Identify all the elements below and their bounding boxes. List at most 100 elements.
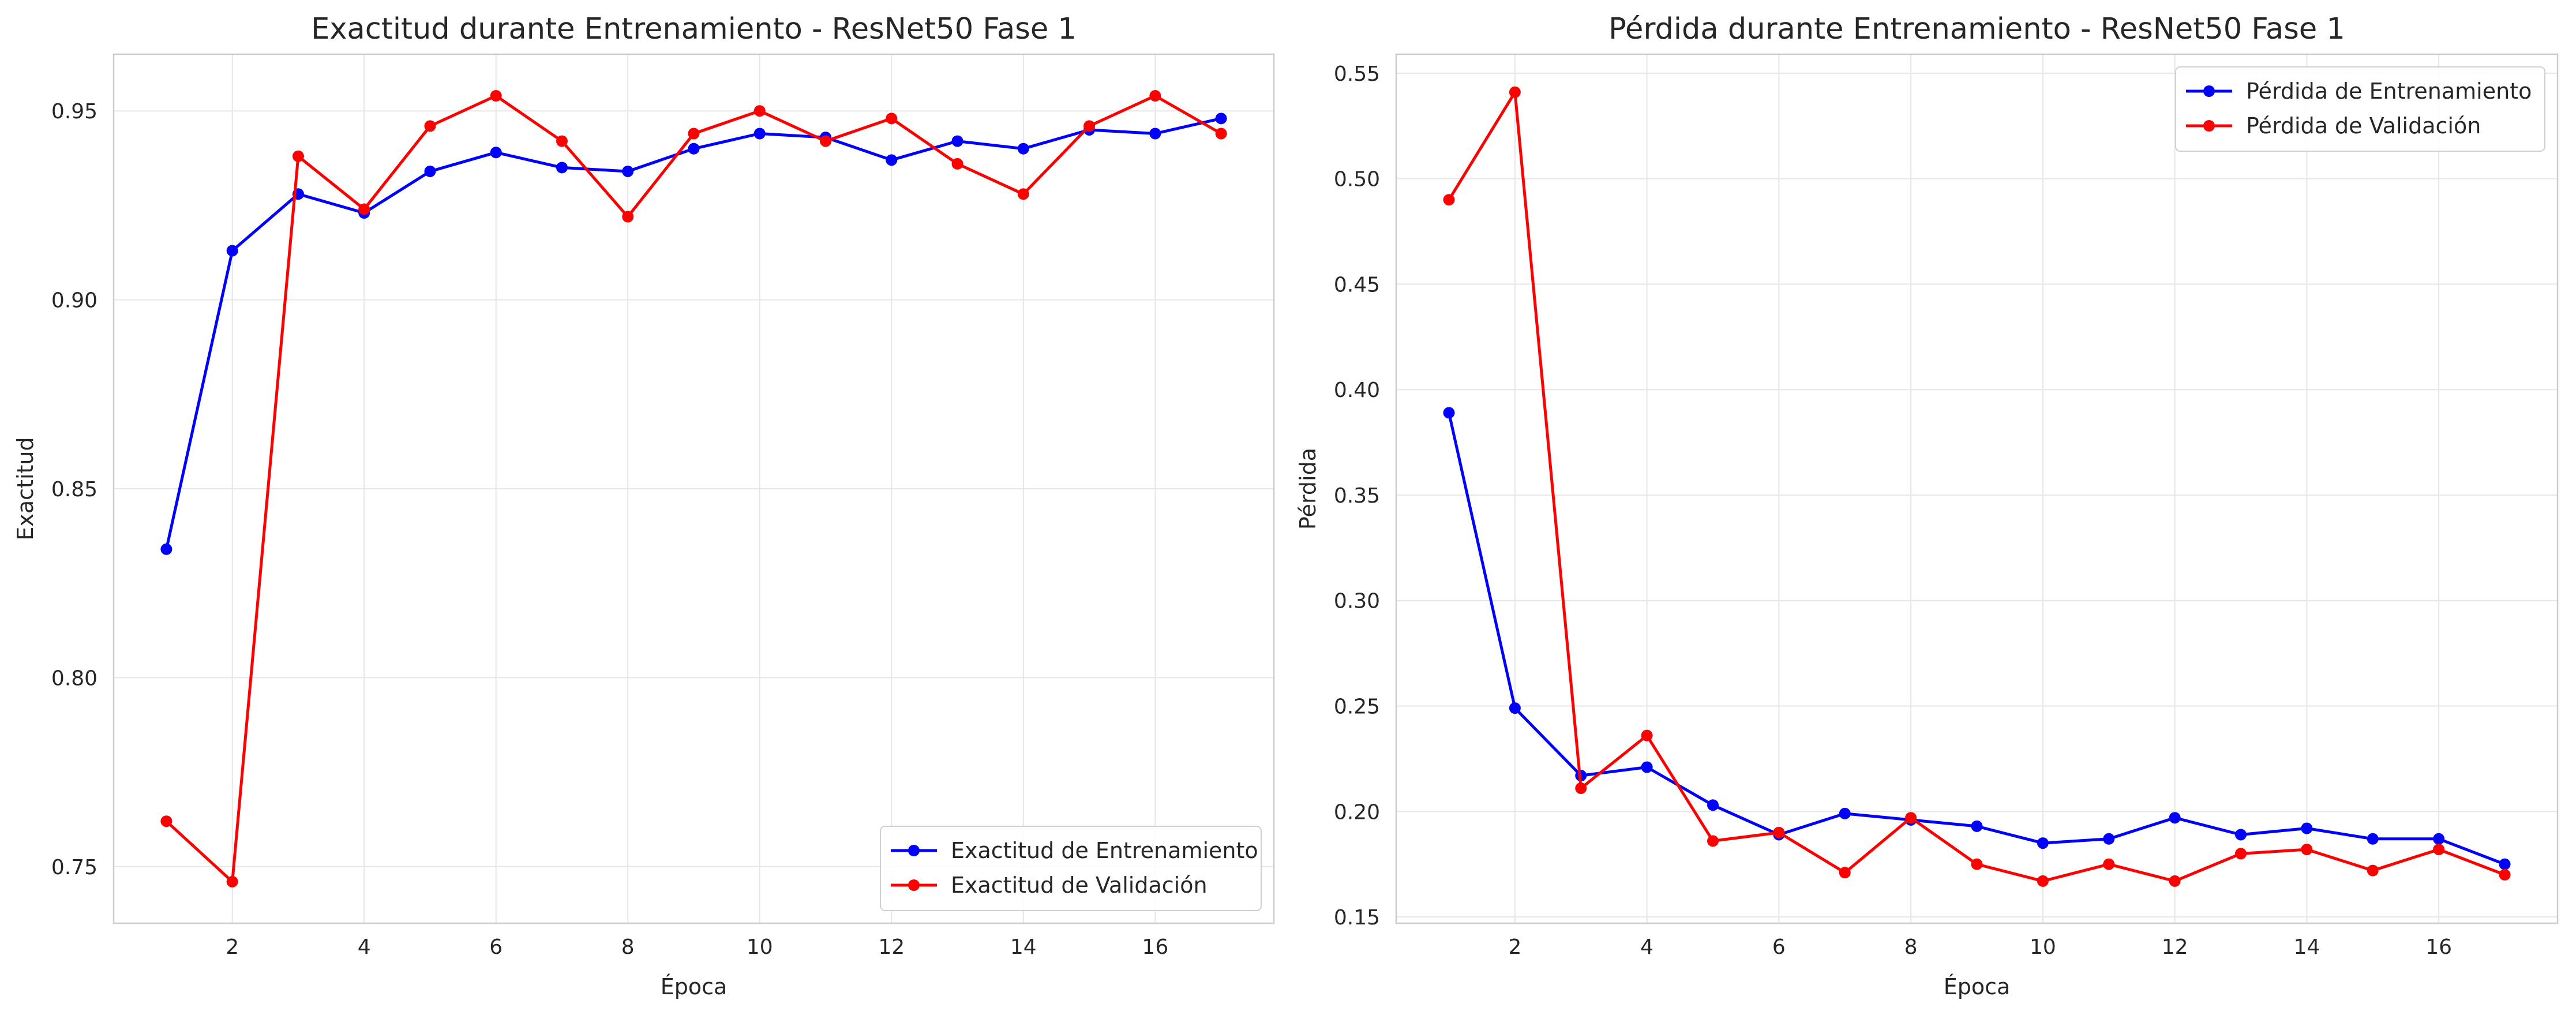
data-point (1641, 761, 1653, 773)
chart-accuracy: 2 4 6 8 10 12 14 16 0.75 0.80 0.85 0.90 0.95 Exactitu… (13, 12, 1275, 999)
data-point (1839, 867, 1851, 879)
series-validation (1443, 86, 2511, 887)
data-point (160, 543, 173, 555)
data-point (951, 135, 963, 147)
data-point (1443, 407, 1455, 419)
y-tick-label: 0.85 (51, 478, 98, 501)
data-point (2433, 833, 2445, 845)
data-point (753, 128, 766, 140)
x-tick-label: 12 (2162, 935, 2188, 959)
y-axis-label: Pérdida (1295, 448, 1321, 530)
data-point (820, 135, 832, 147)
y-tick-label: 0.35 (1334, 484, 1380, 508)
legend-box (2175, 66, 2545, 152)
data-point (1509, 86, 1521, 98)
data-point (490, 90, 502, 102)
x-tick-label: 10 (747, 935, 773, 959)
y-tick-label: 0.20 (1334, 800, 1380, 824)
legend: Pérdida de Entrenamiento Pérdida de Valid… (2175, 66, 2545, 152)
legend-swatch-marker (2203, 120, 2215, 132)
x-tick-label: 6 (489, 935, 503, 959)
legend-label: Exactitud de Validación (951, 872, 1208, 898)
data-point (1017, 143, 1029, 155)
legend-swatch-marker (2203, 85, 2215, 97)
data-point (2433, 844, 2445, 856)
data-point (2169, 812, 2181, 824)
data-point (556, 135, 568, 147)
data-point (1971, 858, 1983, 870)
legend-label: Exactitud de Entrenamiento (951, 838, 1258, 863)
data-point (1707, 835, 1719, 847)
data-point (2499, 858, 2511, 870)
y-tick-label: 0.25 (1334, 695, 1380, 719)
plot-frame (113, 53, 1275, 924)
y-tick-label: 0.90 (51, 289, 98, 313)
data-point (1215, 128, 1227, 140)
data-point (2235, 848, 2247, 860)
data-point (160, 815, 173, 827)
data-point (2499, 868, 2511, 881)
data-point (1215, 113, 1227, 125)
data-point (688, 143, 700, 155)
data-point (1017, 188, 1029, 200)
series-validation (160, 90, 1227, 887)
x-tick-label: 16 (1142, 935, 1168, 959)
y-tick-label: 0.30 (1334, 590, 1380, 613)
data-point (292, 150, 304, 162)
y-tick-label: 0.40 (1334, 379, 1380, 402)
data-point (1575, 782, 1587, 795)
x-tick-label: 16 (2425, 935, 2452, 959)
data-point (2103, 833, 2115, 845)
gridlines (1396, 54, 2558, 923)
y-tick-label: 0.80 (51, 666, 98, 690)
data-point (2367, 864, 2379, 877)
data-point (1971, 820, 1983, 832)
plot-frame (1395, 53, 2559, 924)
data-point (556, 162, 568, 174)
series-train (160, 113, 1227, 555)
x-tick-label: 14 (1010, 935, 1037, 959)
x-tick-label: 10 (2030, 935, 2056, 959)
x-tick-label: 4 (1640, 935, 1653, 959)
data-point (424, 120, 436, 132)
data-point (2037, 837, 2049, 849)
data-point (1443, 194, 1455, 206)
x-axis-label: Época (1944, 974, 2011, 999)
data-point (490, 147, 502, 159)
chart-loss: 2 4 6 8 10 12 14 16 0.15 0.20 0.25 0.30 0.35 0.40 0.45… (1295, 12, 2559, 999)
data-point (622, 211, 634, 223)
data-point (1905, 812, 1917, 824)
data-point (688, 128, 700, 140)
data-point (1839, 807, 1851, 819)
data-point (1083, 120, 1096, 132)
data-point (2367, 833, 2379, 845)
x-tick-label: 8 (1904, 935, 1918, 959)
legend-label: Pérdida de Entrenamiento (2246, 78, 2532, 104)
data-point (951, 158, 963, 170)
x-tick-label: 2 (1508, 935, 1521, 959)
data-point (226, 875, 238, 887)
chart-title: Exactitud durante Entrenamiento - ResNet… (311, 12, 1077, 46)
data-point (1707, 799, 1719, 811)
data-point (1773, 826, 1785, 838)
y-tick-label: 0.50 (1334, 168, 1380, 192)
x-tick-label: 12 (878, 935, 905, 959)
data-point (1641, 729, 1653, 741)
legend-box (880, 826, 1262, 911)
y-tick-label: 0.45 (1334, 273, 1380, 297)
gridlines (114, 54, 1274, 923)
data-point (2301, 822, 2313, 834)
x-tick-label: 4 (358, 935, 371, 959)
x-axis-label: Época (661, 974, 728, 999)
legend: Exactitud de Entrenamiento Exactitud de V… (880, 826, 1262, 911)
y-tick-label: 0.15 (1334, 906, 1380, 930)
data-point (2103, 858, 2115, 870)
data-point (2169, 875, 2181, 887)
x-tick-label: 14 (2293, 935, 2320, 959)
y-tick-label: 0.55 (1334, 62, 1380, 86)
x-tick-label: 8 (621, 935, 635, 959)
data-point (358, 203, 370, 215)
data-point (753, 105, 766, 117)
data-point (622, 165, 634, 177)
